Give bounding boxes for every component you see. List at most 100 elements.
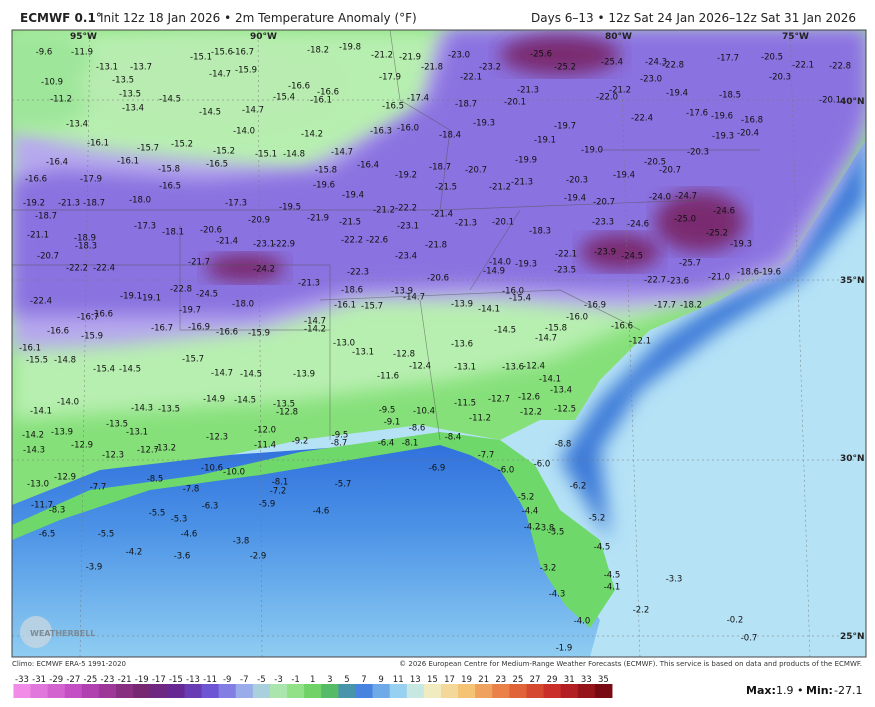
anomaly-label: -6.2 (570, 482, 587, 492)
anomaly-label: -15.9 (81, 332, 103, 342)
anomaly-label: -16.8 (741, 116, 763, 126)
anomaly-label: -20.5 (644, 158, 666, 168)
map: -9.6 -11.9-13.1 -13.7-10.9 -13.5-11.2 -13.5-… (12, 30, 866, 657)
anomaly-label: -12.2 (520, 408, 542, 418)
colorbar-tick-label: -25 (83, 675, 97, 685)
colorbar-cell (252, 684, 271, 698)
anomaly-label: -5.7 (335, 480, 352, 490)
anomaly-label: -16.5 (206, 160, 228, 170)
colorbar-tick-label: 31 (564, 675, 575, 685)
anomaly-label: -25.2 (706, 229, 728, 239)
colorbar-tick-label: 9 (378, 675, 383, 685)
anomaly-label: -20.3 (687, 148, 709, 158)
anomaly-label: -21.9 (307, 214, 329, 224)
anomaly-label: -19.6 (711, 112, 733, 122)
colorbar-cell (526, 684, 545, 698)
anomaly-label: -16.5 (159, 182, 181, 192)
anomaly-label: -20.6 (200, 226, 222, 236)
colorbar-tick-label: -7 (240, 675, 248, 685)
anomaly-label: -14.2 (301, 130, 323, 140)
anomaly-label: -16.6 (216, 328, 238, 338)
anomaly-label: -1.9 (556, 644, 573, 654)
anomaly-label: -22.1 (555, 250, 577, 260)
anomaly-label: -6.5 (39, 530, 56, 540)
anomaly-label: -10.9 (41, 78, 63, 88)
anomaly-label: -13.2 (154, 444, 176, 454)
anomaly-label: -16.0 (397, 124, 419, 134)
min-value: -27.1 (834, 684, 862, 697)
anomaly-label: -8.4 (445, 433, 462, 443)
anomaly-label: -0.2 (727, 616, 744, 626)
colorbar-cell (594, 684, 613, 698)
anomaly-label: -12.0 (254, 426, 276, 436)
anomaly-label: -18.3 (529, 227, 551, 237)
anomaly-label: -4.2 (524, 523, 541, 533)
anomaly-label: -13.5 (106, 420, 128, 430)
anomaly-label: -16.6 (611, 322, 633, 332)
anomaly-label: -22.9 (273, 240, 295, 250)
anomaly-label: -19.8 (339, 43, 361, 53)
anomaly-label: -17.6 (686, 109, 708, 119)
anomaly-label: -15.8 (158, 165, 180, 175)
credit: © 2026 European Centre for Medium-Range … (399, 660, 862, 668)
anomaly-label: -18.4 (439, 131, 461, 141)
colorbar-tick-label: -31 (32, 675, 46, 685)
anomaly-label: -8.7 (331, 439, 348, 449)
anomaly-label: -18.7 (429, 163, 451, 173)
anomaly-label: -4.6 (313, 507, 330, 517)
anomaly-label: -4.3 (549, 590, 566, 600)
anomaly-label: -13.1 (96, 63, 118, 73)
anomaly-label: -19.3 (515, 260, 537, 270)
anomaly-label: -23.4 (395, 252, 417, 262)
anomaly-label: -15.2 (171, 140, 193, 150)
anomaly-label: -23.6 (667, 277, 689, 287)
green-patch (80, 40, 340, 130)
anomaly-label: -19.4 (564, 194, 586, 204)
colorbar-tick-label: -1 (291, 675, 299, 685)
colorbar-tick-label: 25 (512, 675, 523, 685)
anomaly-label: -13.0 (333, 339, 355, 349)
borders (12, 30, 760, 441)
anomaly-label: -21.1 (27, 231, 49, 241)
anomaly-label: -20.7 (659, 166, 681, 176)
anomaly-label: -14.7 (304, 317, 326, 327)
anomaly-label: -25.0 (674, 215, 696, 225)
anomaly-label: -22.1 (792, 61, 814, 71)
anomaly-label: -4.2 (126, 548, 143, 558)
colorbar-tick-label: 27 (530, 675, 541, 685)
anomaly-label: -22.4 (93, 264, 115, 274)
colorbar-tick-label: -21 (118, 675, 132, 685)
colorbar-cell (218, 684, 237, 698)
anomaly-label: -9.5 (332, 431, 349, 441)
anomaly-label: -14.0 (57, 398, 79, 408)
anomaly-label: -4.4 (522, 507, 539, 517)
anomaly-label: -18.1 (162, 228, 184, 238)
anomaly-label: -14.7 (331, 148, 353, 158)
anomaly-label: -14.5 (159, 95, 181, 105)
anomaly-label: -25.2 (554, 63, 576, 73)
anomaly-label: -15.4 (509, 294, 531, 304)
colorbar-tick-label: 3 (327, 675, 332, 685)
anomaly-label: -3.3 (666, 575, 683, 585)
anomaly-label: -21.3 (58, 199, 80, 209)
lon-label: 95°W (70, 32, 97, 42)
anomaly-label: -16.7 (151, 324, 173, 334)
anomaly-label: -12.9 (71, 441, 93, 451)
anomaly-label: -12.9 (54, 473, 76, 483)
gridlines (12, 30, 866, 657)
colorbar-tick-label: 35 (598, 675, 609, 685)
colorbar-tick-label: 19 (461, 675, 472, 685)
anomaly-label: -16.1 (310, 96, 332, 106)
anomaly-label: -12.4 (523, 362, 545, 372)
anomaly-label: -21.3 (517, 86, 539, 96)
colorbar-cell (116, 684, 134, 698)
anomaly-label: -14.1 (478, 305, 500, 315)
anomaly-label: -21.3 (298, 279, 320, 289)
anomaly-label: -13.9 (293, 370, 315, 380)
lon-label: 80°W (605, 32, 632, 42)
anomaly-label: -5.5 (149, 509, 166, 519)
climo: Climo: ECMWF ERA-5 1991-2020 (12, 660, 126, 668)
anomaly-label: -15.2 (213, 147, 235, 157)
anomaly-label: -14.9 (203, 395, 225, 405)
